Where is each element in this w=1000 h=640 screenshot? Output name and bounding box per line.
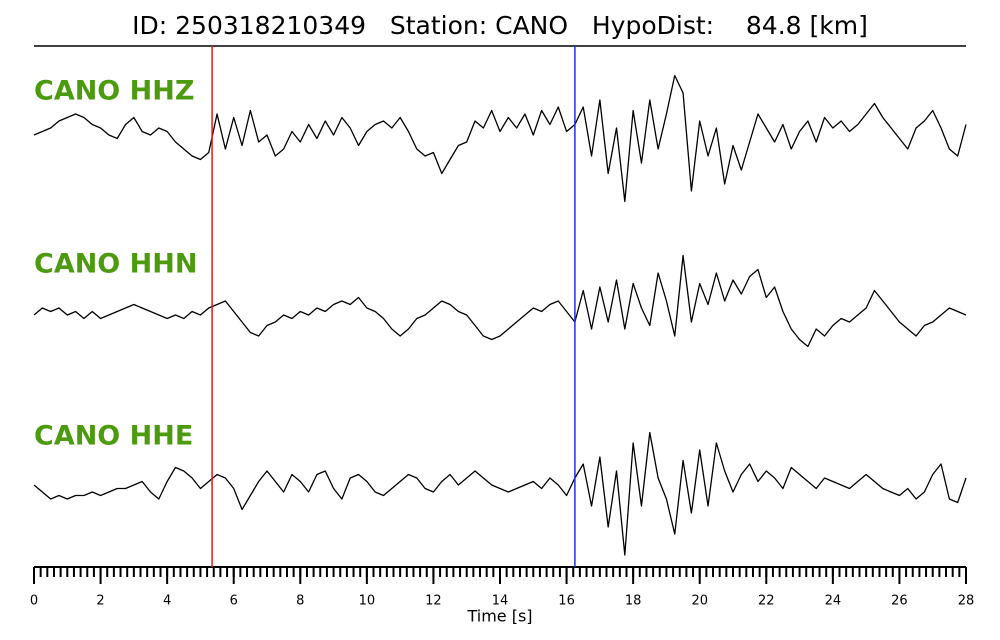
trace-label: CANO HHE xyxy=(34,421,193,452)
x-tick-label: 24 xyxy=(825,594,842,609)
x-tick-label: 6 xyxy=(230,594,238,609)
trace xyxy=(33,254,967,348)
x-tick-label: 26 xyxy=(891,594,908,609)
x-tick-label: 8 xyxy=(296,594,304,609)
x-tick-label: 14 xyxy=(492,594,509,609)
x-tick-label: 20 xyxy=(691,594,708,609)
x-tick-label: 22 xyxy=(758,594,775,609)
x-tick-label: 2 xyxy=(96,594,104,609)
x-tick-label: 0 xyxy=(30,594,38,609)
trace xyxy=(33,431,967,556)
x-tick-label: 28 xyxy=(958,594,975,609)
trace-label: CANO HHZ xyxy=(34,76,194,107)
x-tick-label: 18 xyxy=(625,594,642,609)
trace xyxy=(33,74,967,203)
x-tick-label: 12 xyxy=(425,594,442,609)
trace-label: CANO HHN xyxy=(34,249,197,280)
chart-title: ID: 250318210349 Station: CANO HypoDist:… xyxy=(132,11,868,40)
x-tick-label: 10 xyxy=(359,594,376,609)
x-tick-label: 4 xyxy=(163,594,171,609)
x-tick-label: 16 xyxy=(558,594,575,609)
x-axis-label: Time [s] xyxy=(466,607,532,626)
